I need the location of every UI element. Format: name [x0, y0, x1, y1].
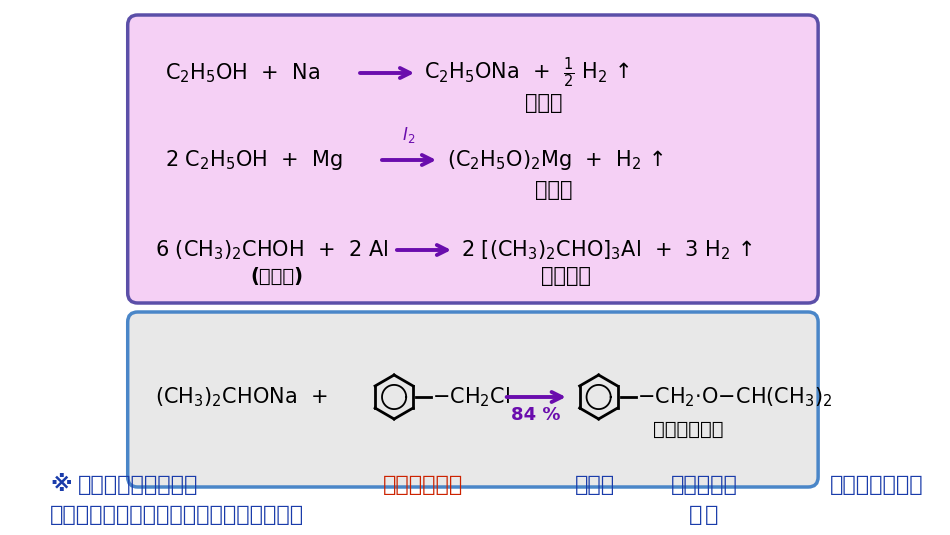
Text: 6 (CH$_3$)$_2$CHOH  +  2 Al: 6 (CH$_3$)$_2$CHOH + 2 Al — [155, 238, 388, 262]
Text: $-$CH$_2$Cl: $-$CH$_2$Cl — [432, 385, 510, 409]
Text: 2 C$_2$H$_5$OH  +  Mg: 2 C$_2$H$_5$OH + Mg — [164, 148, 343, 172]
Text: 是一种: 是一种 — [575, 475, 615, 495]
FancyBboxPatch shape — [127, 15, 818, 303]
Text: 84 %: 84 % — [511, 406, 560, 424]
Text: (铝汞齐): (铝汞齐) — [251, 266, 304, 286]
Text: C$_2$H$_5$ONa  +  $\frac{1}{2}$ H$_2$ ↑: C$_2$H$_5$ONa + $\frac{1}{2}$ H$_2$ ↑ — [424, 56, 630, 90]
Text: 乙醇钓: 乙醇钓 — [525, 93, 562, 113]
Text: $-$CH$_2$$\cdot$O$-$CH(CH$_3$)$_2$: $-$CH$_2$$\cdot$O$-$CH(CH$_3$)$_2$ — [636, 385, 832, 409]
Text: 异丙基苄基醚: 异丙基苄基醚 — [654, 419, 724, 439]
Text: 烷氧基负离子: 烷氧基负离子 — [383, 475, 464, 495]
Text: (CH$_3$)$_2$CHONa  +: (CH$_3$)$_2$CHONa + — [155, 385, 327, 409]
Text: 。: 。 — [704, 505, 718, 525]
Text: 醇失去质子后形成的: 醇失去质子后形成的 — [78, 475, 199, 495]
Text: 异丙醇铝: 异丙醇铝 — [541, 266, 591, 286]
Text: 强亲核试剂: 强亲核试剂 — [671, 475, 737, 495]
Text: ※: ※ — [50, 475, 71, 495]
Text: I$_2$: I$_2$ — [403, 125, 416, 145]
Text: 乙醇镁: 乙醇镁 — [535, 180, 573, 200]
Text: 烃、硫酸二甲（或乙）酯作用，生成相应的: 烃、硫酸二甲（或乙）酯作用，生成相应的 — [50, 505, 304, 525]
FancyBboxPatch shape — [127, 312, 818, 487]
Text: 醚: 醚 — [689, 505, 702, 525]
Text: (C$_2$H$_5$O)$_2$Mg  +  H$_2$ ↑: (C$_2$H$_5$O)$_2$Mg + H$_2$ ↑ — [446, 148, 663, 172]
Text: 2 [(CH$_3$)$_2$CHO]$_3$Al  +  3 H$_2$ ↑: 2 [(CH$_3$)$_2$CHO]$_3$Al + 3 H$_2$ ↑ — [461, 238, 752, 262]
Text: C$_2$H$_5$OH  +  Na: C$_2$H$_5$OH + Na — [164, 61, 320, 85]
Text: ，可与活泼卤代: ，可与活泼卤代 — [830, 475, 923, 495]
